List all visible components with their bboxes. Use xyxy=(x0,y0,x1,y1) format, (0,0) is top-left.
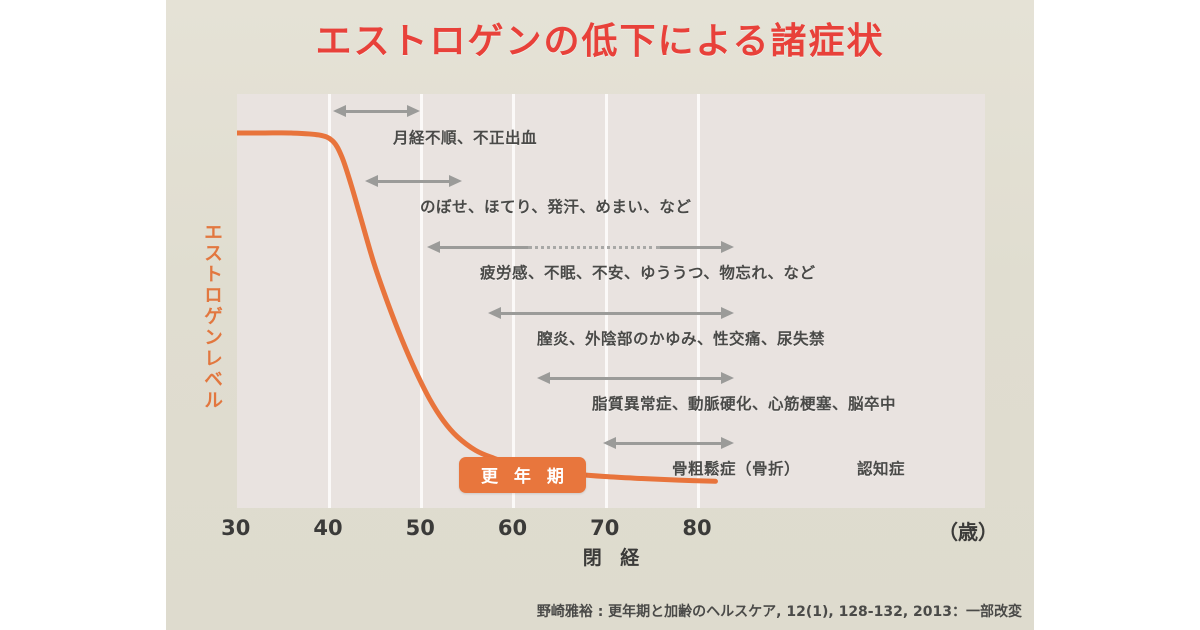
symptom-band-label-secondary: 認知症 xyxy=(857,460,906,478)
arrow-head-left-icon xyxy=(364,175,378,187)
x-axis-tick: 70 xyxy=(590,516,620,540)
arrow-segment-dotted xyxy=(528,246,661,249)
x-axis-tick: 50 xyxy=(405,516,435,540)
arrow-head-right-icon xyxy=(720,307,734,319)
arrow-head-right-icon xyxy=(407,105,421,117)
gridline-40 xyxy=(328,94,331,508)
x-axis-tick: 60 xyxy=(497,516,528,540)
gridline-60 xyxy=(512,94,515,508)
arrow-segment xyxy=(614,442,722,445)
symptom-band-label: 月経不順、不正出血 xyxy=(393,129,538,147)
symptom-band-label: のぼせ、ほてり、発汗、めまい、など xyxy=(420,198,692,216)
arrow-segment xyxy=(344,110,409,113)
gridline-70 xyxy=(605,94,608,508)
y-axis-label: エストロゲンレベル xyxy=(201,222,223,411)
gridline-80 xyxy=(697,94,700,508)
x-axis-unit: （歳） xyxy=(938,520,998,544)
arrow-segment xyxy=(499,312,722,315)
symptom-band-label: 膣炎、外陰部のかゆみ、性交痛、尿失禁 xyxy=(537,330,826,348)
page-title: エストロゲンの低下による諸症状 xyxy=(315,21,885,62)
symptom-band-label: 骨粗鬆症（骨折） xyxy=(672,460,801,478)
arrow-segment xyxy=(376,180,450,183)
arrow-head-left-icon xyxy=(602,437,616,449)
arrow-head-left-icon xyxy=(426,241,440,253)
x-axis-tick: 40 xyxy=(313,516,343,540)
arrow-head-left-icon xyxy=(487,307,501,319)
arrow-head-right-icon xyxy=(720,372,734,384)
arrow-head-left-icon xyxy=(537,372,551,384)
source-citation: 野崎雅裕 : 更年期と加齢のヘルスケア, 12(1), 128-132, 201… xyxy=(536,604,1022,620)
menopause-badge: 更 年 期 xyxy=(459,457,586,493)
arrow-segment xyxy=(439,246,529,249)
arrow-head-left-icon xyxy=(332,105,346,117)
gridline-50 xyxy=(420,94,423,508)
x-axis-title: 閉 経 xyxy=(582,547,646,569)
symptom-band-label: 疲労感、不眠、不安、ゆううつ、物忘れ、など xyxy=(480,264,816,282)
x-axis-tick: 80 xyxy=(682,516,712,540)
arrow-head-right-icon xyxy=(720,241,734,253)
arrow-segment xyxy=(549,377,722,380)
arrow-head-right-icon xyxy=(720,437,734,449)
symptom-band-label: 脂質異常症、動脈硬化、心筋梗塞、脳卒中 xyxy=(592,395,897,413)
arrow-segment xyxy=(660,246,721,249)
x-axis-tick: 30 xyxy=(221,516,251,540)
arrow-head-right-icon xyxy=(448,175,462,187)
